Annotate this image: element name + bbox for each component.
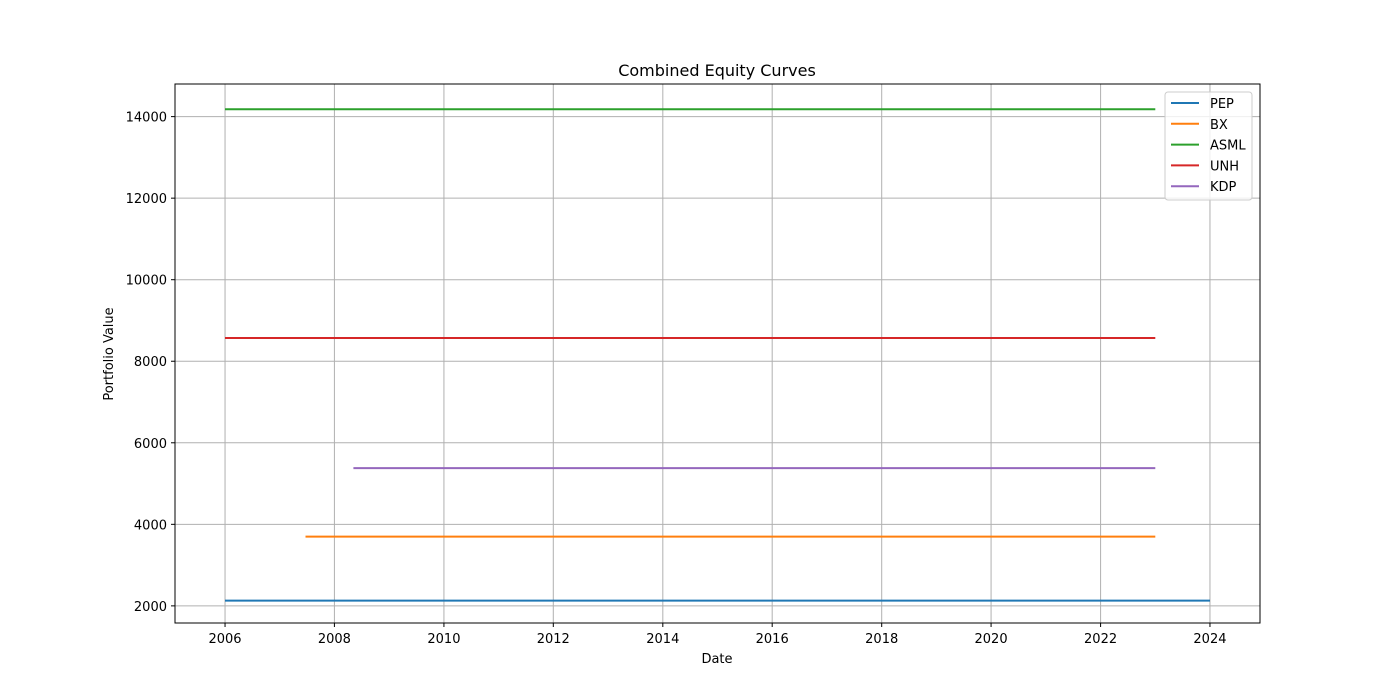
legend-label-unh: UNH bbox=[1210, 159, 1239, 174]
x-tick-label: 2014 bbox=[646, 632, 679, 647]
axis-ticks: 2006 2008 2010 2012 2014 2016 2018 2020 2022 2024… bbox=[126, 111, 1227, 647]
legend-label-kdp: KDP bbox=[1210, 180, 1237, 195]
x-tick-label: 2016 bbox=[756, 632, 789, 647]
legend-label-pep: PEP bbox=[1210, 97, 1234, 112]
y-axis-title: Portfolio Value bbox=[102, 307, 117, 400]
legend-label-asml: ASML bbox=[1210, 139, 1246, 154]
y-tick-label: 12000 bbox=[126, 192, 167, 207]
x-axis-title: Date bbox=[701, 652, 732, 667]
x-tick-label: 2024 bbox=[1193, 632, 1226, 647]
y-tick-label: 10000 bbox=[126, 274, 167, 289]
y-tick-label: 6000 bbox=[134, 437, 167, 452]
x-tick-label: 2018 bbox=[865, 632, 898, 647]
y-tick-label: 4000 bbox=[134, 518, 167, 533]
grid bbox=[175, 84, 1260, 623]
y-tick-label: 14000 bbox=[126, 111, 167, 126]
x-tick-label: 2006 bbox=[208, 632, 241, 647]
legend-label-bx: BX bbox=[1210, 118, 1228, 133]
x-tick-label: 2010 bbox=[427, 632, 460, 647]
x-tick-label: 2020 bbox=[975, 632, 1008, 647]
legend: PEP BX ASML UNH KDP bbox=[1164, 91, 1253, 201]
plot-frame bbox=[174, 83, 1261, 624]
x-tick-label: 2008 bbox=[318, 632, 351, 647]
chart-title: Combined Equity Curves bbox=[618, 61, 816, 80]
x-tick-label: 2012 bbox=[537, 632, 570, 647]
y-tick-label: 2000 bbox=[134, 600, 167, 615]
x-tick-label: 2022 bbox=[1084, 632, 1117, 647]
legend-box bbox=[1164, 91, 1253, 201]
y-tick-label: 8000 bbox=[134, 355, 167, 370]
series-lines bbox=[225, 108, 1210, 602]
